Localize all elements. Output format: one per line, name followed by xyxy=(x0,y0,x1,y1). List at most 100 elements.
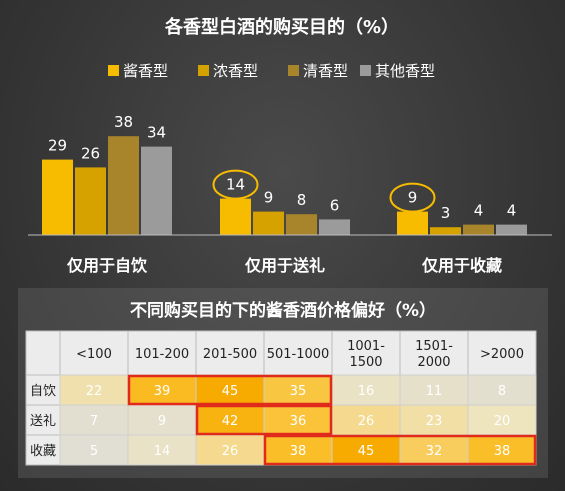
legend-label: 酱香型 xyxy=(123,62,168,80)
column-header-label: 1001-1500 xyxy=(347,339,385,370)
heatmap-cell-value: 23 xyxy=(426,414,443,429)
bar xyxy=(141,146,172,235)
heatmap-cell-value: 16 xyxy=(358,384,375,399)
heatmap-cell xyxy=(399,374,469,406)
bar-value-label: 29 xyxy=(48,137,67,155)
bar xyxy=(319,219,350,235)
legend-label: 清香型 xyxy=(303,62,348,80)
heatmap-cell-value: 42 xyxy=(222,414,239,429)
highlight-circle xyxy=(212,169,259,200)
category-labels: 仅用于自饮 仅用于送礼 仅用于收藏 xyxy=(66,256,502,275)
bar xyxy=(397,211,428,235)
heatmap-cell-value: 45 xyxy=(222,384,239,399)
legend-swatch xyxy=(288,65,299,76)
heatmap-cell-value: 22 xyxy=(86,384,103,399)
column-header-label: 501-1000 xyxy=(267,347,330,362)
heatmap-cell-value: 20 xyxy=(494,414,511,429)
heatmap-cell-value: 5 xyxy=(90,444,98,459)
column-header-cell xyxy=(331,330,401,376)
heatmap-cell-value: 7 xyxy=(90,414,98,429)
bar xyxy=(496,224,527,235)
heatmap-cell-value: 35 xyxy=(290,384,307,399)
bar-value-label: 3 xyxy=(441,204,451,222)
heatmap-highlight-box xyxy=(127,374,333,406)
heatmap-cell-value: 39 xyxy=(154,384,171,399)
bar-value-label: 26 xyxy=(81,144,100,162)
heatmap-cell xyxy=(59,404,129,436)
heatmap-cell xyxy=(263,374,333,406)
heatmap-cell xyxy=(331,374,401,406)
heatmap-cell-value: 36 xyxy=(290,414,307,429)
heatmap-cell xyxy=(59,374,129,406)
bar-value-label: 9 xyxy=(408,189,418,207)
heatmap-cell-value: 9 xyxy=(158,414,166,429)
bar xyxy=(220,198,251,235)
bar-value-label: 8 xyxy=(297,191,307,209)
column-header-label: 1501-2000 xyxy=(415,339,453,370)
heatmap-cell xyxy=(331,434,401,466)
legend-label: 其他香型 xyxy=(375,62,435,80)
column-header-label: <100 xyxy=(76,347,112,362)
heatmap-cell xyxy=(127,374,197,406)
heatmap-cells: <100 101-200 201-500 501-1000 1001-1500 1501-… xyxy=(25,330,537,466)
heatmap-cell-value: 11 xyxy=(426,384,443,399)
heatmap-cell xyxy=(467,404,537,436)
bar-value-label: 6 xyxy=(330,196,340,214)
highlight-circle xyxy=(389,182,436,213)
heatmap-cell xyxy=(467,434,537,466)
legend-swatch xyxy=(108,65,119,76)
column-header-cell xyxy=(467,330,537,376)
heatmap-cell-value: 38 xyxy=(290,444,307,459)
category-label: 仅用于收藏 xyxy=(421,256,502,275)
heatmap-highlights xyxy=(127,374,537,466)
column-header-label: >2000 xyxy=(480,347,524,362)
bar xyxy=(75,167,106,235)
bar-value-label: 4 xyxy=(507,202,517,220)
bar xyxy=(108,136,139,235)
heatmap-highlight-box xyxy=(263,434,537,466)
bar xyxy=(42,159,73,235)
column-header-label: 101-200 xyxy=(135,347,189,362)
legend-swatch xyxy=(198,65,209,76)
bar-value-label: 14 xyxy=(226,176,245,194)
heatmap-cell xyxy=(127,404,197,436)
column-header-label: 201-500 xyxy=(203,347,257,362)
heatmap-cell xyxy=(263,434,333,466)
heatmap-cell-value: 26 xyxy=(358,414,375,429)
bar xyxy=(253,211,284,235)
heatmap-cell-value: 45 xyxy=(358,444,375,459)
heatmap-cell-value: 14 xyxy=(154,444,171,459)
heatmap-highlight-box xyxy=(195,404,333,436)
column-header-cell xyxy=(59,330,129,376)
heatmap-cell-value: 26 xyxy=(222,444,239,459)
bar-value-label: 4 xyxy=(474,202,484,220)
heatmap-chart: <100 101-200 201-500 501-1000 1001-1500 1501-… xyxy=(25,330,537,466)
bar xyxy=(430,227,461,235)
legend-label: 浓香型 xyxy=(213,62,258,80)
heatmap-cell-value: 8 xyxy=(498,384,506,399)
bar-chart-title: 各香型白酒的购买目的（%） xyxy=(164,16,399,38)
row-header-cell xyxy=(25,374,61,406)
heatmap-corner xyxy=(25,330,61,376)
category-label: 仅用于自饮 xyxy=(66,256,148,275)
row-header-label: 送礼 xyxy=(30,413,56,429)
heatmap-cell xyxy=(59,434,129,466)
highlight-circles xyxy=(212,169,436,213)
legend-swatch xyxy=(360,65,371,76)
bar-value-label: 38 xyxy=(114,113,133,131)
bar-value-label: 9 xyxy=(264,189,274,207)
heatmap-title: 不同购买目的下的酱香酒价格偏好（%） xyxy=(129,301,437,321)
bar xyxy=(463,224,494,235)
heatmap-cell-value: 38 xyxy=(494,444,511,459)
heatmap-cell xyxy=(127,434,197,466)
bar xyxy=(286,214,317,235)
row-header-label: 自饮 xyxy=(30,384,56,399)
bar-value-label: 34 xyxy=(147,124,166,142)
heatmap-panel: 不同购买目的下的酱香酒价格偏好（%） <100 101-200 201-500 501… xyxy=(18,288,548,478)
category-label: 仅用于送礼 xyxy=(244,256,325,275)
heatmap-cell xyxy=(195,434,265,466)
heatmap-cell-value: 32 xyxy=(426,444,443,459)
